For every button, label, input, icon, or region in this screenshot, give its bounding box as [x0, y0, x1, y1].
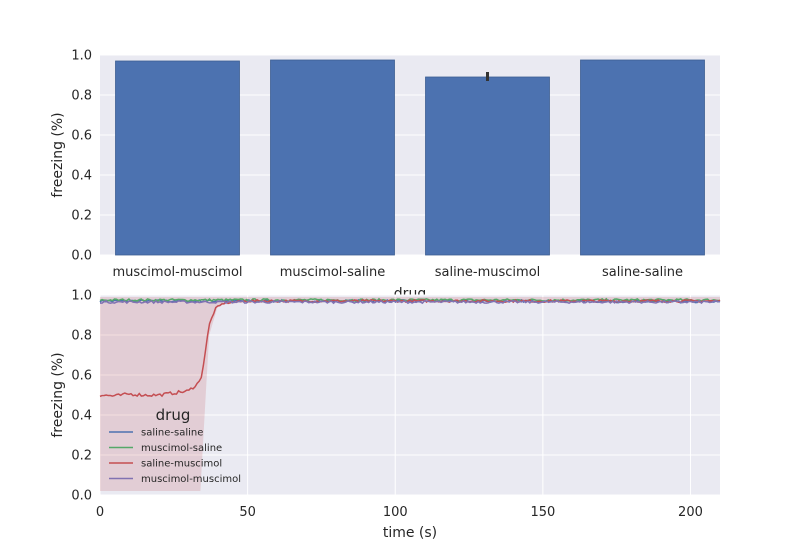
legend-label-saline-muscimol: saline-muscimol — [141, 459, 222, 470]
line-chart-confidence-bands — [100, 297, 720, 491]
bar-muscimol-saline — [270, 59, 395, 256]
bar-chart-ylabel: freezing (%) — [50, 112, 66, 197]
line-chart-x-tick-label: 0 — [96, 505, 104, 520]
bar-chart-y-tick-label: 0.0 — [71, 249, 92, 264]
band-saline-muscimol — [100, 297, 720, 491]
bar-saline-muscimol — [425, 76, 550, 256]
bar-chart-bars — [115, 59, 705, 256]
line-chart-panel: 0.0 0.2 0.4 0.6 0.8 1.0 0 50 100 150 200 freezing… — [50, 289, 721, 541]
line-chart-y-tick-label: 0.8 — [71, 329, 92, 344]
bar-chart-y-tick-label: 1.0 — [71, 49, 92, 64]
bar-chart-y-tick-label: 0.8 — [71, 89, 92, 104]
bar-chart-y-ticks: 0.0 0.2 0.4 0.6 0.8 1.0 — [71, 49, 92, 264]
line-chart-y-tick-label: 1.0 — [71, 289, 92, 304]
line-muscimol-muscimol — [99, 299, 721, 305]
line-chart-x-tick-label: 50 — [239, 505, 256, 520]
line-chart-grid — [99, 294, 720, 496]
bar-saline-saline — [580, 59, 705, 256]
legend-items: saline-saline muscimol-saline saline-musci… — [109, 428, 241, 485]
line-chart-y-tick-label: 0.4 — [71, 409, 92, 424]
line-chart-y-tick-label: 0.2 — [71, 449, 92, 464]
bar-chart-y-tick-label: 0.4 — [71, 169, 92, 184]
bar-chart-x-ticks: muscimol-muscimol muscimol-saline saline-m… — [112, 265, 683, 280]
bar-chart-panel: 0.00.20.40.60.81.0 muscimol-muscimol musc… — [50, 49, 720, 302]
bar-chart-x-tick-label: saline-muscimol — [435, 265, 541, 280]
line-chart-y-ticks: 0.0 0.2 0.4 0.6 0.8 1.0 — [71, 289, 92, 504]
legend-label-saline-saline: saline-saline — [141, 428, 203, 439]
bar-chart-x-tick-label: saline-saline — [602, 265, 683, 280]
bar-muscimol-muscimol — [115, 60, 240, 256]
bar-chart-y-tick-label: 0.6 — [71, 129, 92, 144]
legend: drug saline-salinemuscimol-salinesaline-… — [109, 406, 241, 485]
line-chart-y-tick-label: 0.6 — [71, 369, 92, 384]
line-chart-background — [100, 295, 720, 495]
legend-label-muscimol-saline: muscimol-saline — [141, 443, 222, 454]
line-chart-x-tick-label: 150 — [530, 505, 555, 520]
line-chart-x-tick-label: 100 — [383, 505, 408, 520]
legend-label-muscimol-muscimol: muscimol-muscimol — [141, 474, 241, 485]
bar-chart-x-tick-label: muscimol-saline — [280, 265, 386, 280]
line-chart-x-tick-label: 200 — [678, 505, 703, 520]
line-chart-y-tick-label: 0.0 — [71, 489, 92, 504]
line-saline-muscimol — [99, 298, 721, 398]
bar-chart-y-tick-label: 0.2 — [71, 209, 92, 224]
line-chart-series — [99, 297, 721, 398]
legend-title: drug — [156, 406, 191, 424]
line-chart-ylabel: freezing (%) — [50, 352, 66, 437]
line-muscimol-saline — [99, 297, 721, 303]
line-chart-xlabel: time (s) — [383, 525, 437, 541]
line-chart-x-ticks: 0 50 100 150 200 — [96, 505, 703, 520]
bar-chart-x-tick-label: muscimol-muscimol — [112, 265, 242, 280]
